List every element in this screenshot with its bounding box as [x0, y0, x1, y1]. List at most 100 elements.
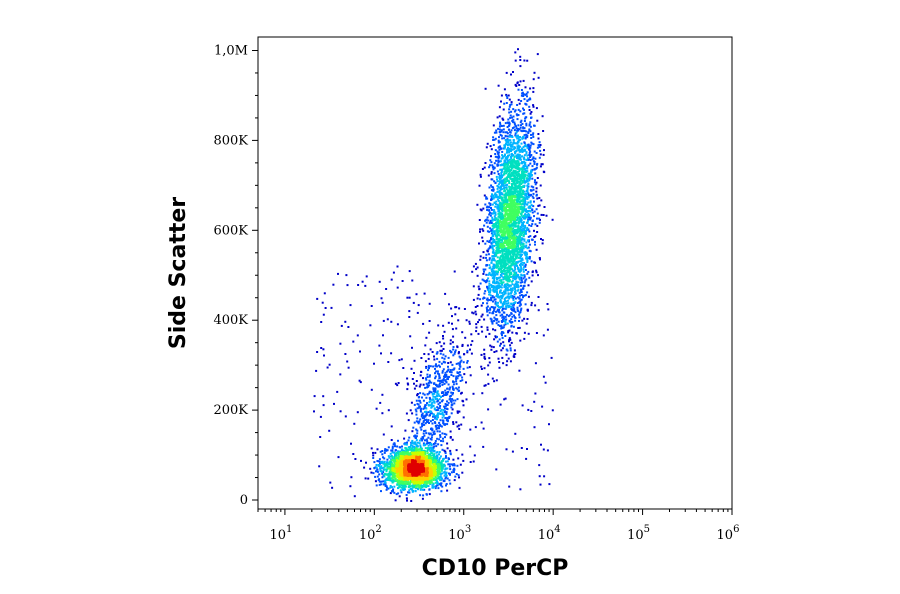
event-dot	[501, 163, 504, 166]
event-dot	[319, 436, 322, 438]
event-dot	[512, 121, 515, 124]
event-dot	[507, 331, 510, 334]
event-dot	[436, 437, 439, 440]
event-dot	[488, 267, 491, 270]
event-dot	[480, 315, 483, 318]
event-dot	[381, 472, 384, 475]
event-dot	[494, 205, 497, 208]
event-dot	[493, 162, 496, 165]
event-dot	[483, 355, 486, 358]
event-dot	[444, 355, 447, 358]
event-dot	[530, 238, 533, 241]
event-dot	[519, 207, 522, 210]
event-dot	[389, 469, 392, 472]
event-dot	[399, 452, 402, 455]
event-dot	[514, 319, 517, 322]
event-dot	[539, 149, 542, 152]
event-dot	[509, 347, 512, 350]
event-dot	[451, 385, 454, 388]
event-dot	[503, 286, 506, 289]
event-dot	[442, 335, 444, 337]
event-dot	[420, 422, 423, 425]
event-dot	[509, 264, 512, 267]
event-dot	[534, 172, 537, 175]
event-dot	[461, 376, 464, 379]
event-dot	[541, 405, 544, 408]
event-dot	[434, 372, 436, 375]
event-dot	[508, 147, 511, 150]
event-dot	[506, 233, 509, 236]
event-dot	[505, 186, 508, 189]
event-dot	[519, 309, 522, 312]
event-dot	[405, 443, 408, 446]
event-dot	[520, 277, 523, 279]
event-dot	[527, 177, 530, 180]
event-dot	[385, 470, 388, 473]
event-dot	[532, 197, 535, 199]
event-dot	[429, 404, 432, 407]
event-dot	[384, 478, 387, 481]
event-dot	[472, 392, 475, 395]
event-dot	[417, 484, 420, 487]
event-dot	[530, 170, 533, 173]
event-dot	[514, 240, 517, 243]
event-dot	[512, 246, 515, 249]
event-dot	[415, 449, 418, 451]
event-dot	[492, 124, 495, 127]
event-dot	[444, 423, 447, 426]
event-dot	[425, 407, 428, 410]
event-dot	[411, 444, 414, 447]
event-dot	[510, 244, 513, 247]
event-dot	[436, 463, 439, 465]
event-dot	[501, 176, 503, 179]
event-dot	[508, 261, 511, 264]
event-dot	[499, 123, 502, 126]
event-dot	[420, 371, 423, 373]
event-dot	[438, 383, 441, 386]
event-dot	[478, 242, 480, 245]
event-dot	[415, 486, 418, 489]
event-dot	[493, 351, 496, 353]
event-dot	[518, 185, 521, 188]
event-dot	[430, 446, 433, 449]
event-dot	[514, 301, 517, 304]
event-dot	[526, 318, 529, 320]
event-dot	[388, 466, 391, 469]
event-dot	[542, 153, 545, 156]
event-dot	[482, 207, 485, 210]
event-dot	[449, 482, 452, 485]
event-dot	[378, 458, 381, 461]
event-dot	[390, 449, 393, 452]
event-dot	[468, 366, 471, 369]
event-dot	[437, 443, 440, 446]
event-dot	[486, 209, 489, 211]
event-dot	[433, 355, 435, 358]
event-dot	[529, 125, 532, 128]
event-dot	[444, 473, 447, 475]
event-dot	[451, 398, 454, 401]
event-dot	[416, 420, 419, 423]
event-dot	[323, 354, 325, 357]
event-dot	[527, 246, 530, 249]
event-dot	[477, 293, 480, 296]
event-dot	[495, 262, 498, 264]
event-dot	[517, 241, 520, 244]
event-dot	[440, 362, 443, 365]
event-dot	[497, 183, 500, 186]
event-dot	[542, 375, 545, 378]
event-dot	[455, 449, 458, 452]
event-dot	[522, 196, 525, 199]
event-dot	[416, 407, 419, 410]
event-dot	[495, 129, 498, 132]
event-dot	[517, 207, 520, 209]
event-dot	[496, 207, 499, 210]
event-dot	[498, 156, 501, 158]
event-dot	[499, 289, 502, 292]
event-dot	[517, 284, 520, 287]
event-dot	[513, 158, 515, 161]
event-dot	[410, 367, 413, 370]
event-dot	[449, 394, 452, 397]
event-dot	[449, 468, 452, 471]
event-dot	[483, 292, 486, 295]
event-dot	[518, 270, 521, 273]
